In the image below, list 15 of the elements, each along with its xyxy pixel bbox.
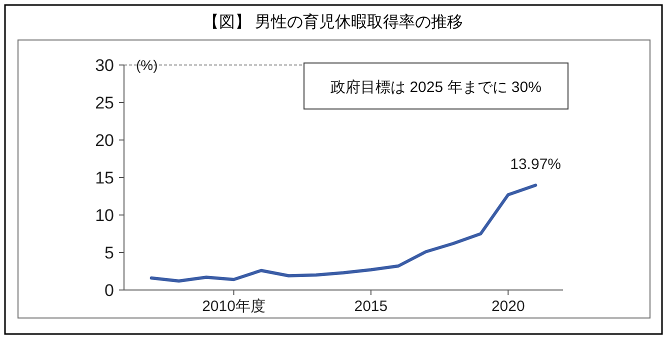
- y-axis-title: (%): [136, 57, 158, 73]
- annotation: 政府目標は 2025 年までに 30%: [330, 79, 542, 96]
- y-tick-label: 20: [95, 131, 114, 150]
- x-tick-label: 2015: [354, 298, 388, 315]
- x-tick-label: 2010年度: [202, 298, 266, 315]
- annotation: 13.97%: [510, 156, 561, 174]
- x-tick-label: 2020: [491, 298, 525, 315]
- y-tick-label: 25: [95, 94, 114, 112]
- y-tick-label: 0: [104, 281, 114, 300]
- line-series: [150, 184, 538, 283]
- chart-title: 【図】 男性の育児休暇取得率の推移: [202, 13, 464, 31]
- y-tick-label: 30: [95, 56, 114, 75]
- y-tick-label: 5: [104, 244, 114, 262]
- y-tick-label: 10: [95, 206, 114, 225]
- y-tick-label: 15: [95, 168, 114, 188]
